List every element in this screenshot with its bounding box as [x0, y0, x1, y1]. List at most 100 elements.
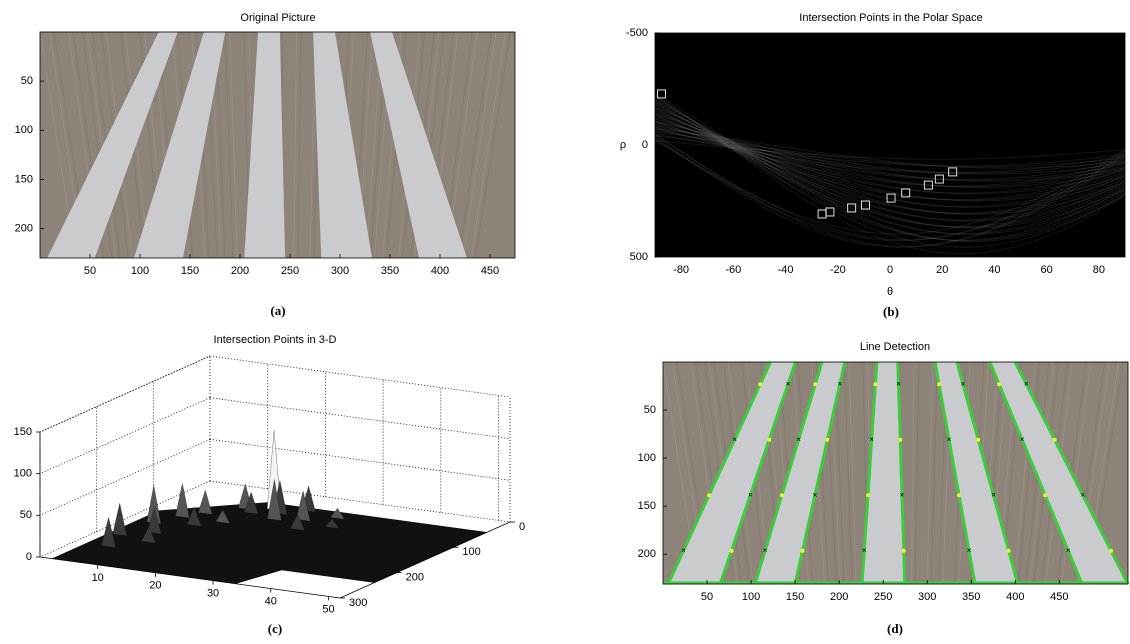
figure: Original Picture(a)501001502002503003504…	[0, 0, 1130, 644]
surface-spike	[198, 490, 212, 514]
x-axis-label: θ	[887, 286, 893, 298]
panel-caption: (d)	[887, 621, 903, 636]
end-point	[767, 438, 771, 442]
y-tick-label: 100	[15, 124, 33, 136]
x-tick-label: 150	[786, 591, 804, 603]
end-point	[902, 549, 906, 553]
x-tick-label: 450	[481, 265, 499, 277]
y-tick-label: 0	[519, 521, 525, 533]
end-point	[729, 549, 733, 553]
y-tick-label: 0	[642, 139, 648, 151]
x-tick-label: 60	[1041, 264, 1053, 276]
end-point	[937, 382, 941, 386]
end-point	[1043, 493, 1047, 497]
y-tick-label: 100	[638, 452, 656, 464]
x-tick-label: 150	[181, 265, 199, 277]
x-tick-label: 20	[936, 264, 948, 276]
y-tick-label: 200	[15, 222, 33, 234]
end-point	[957, 493, 961, 497]
x-tick-label: 200	[830, 591, 848, 603]
y-axis-label: ρ	[620, 139, 626, 151]
y-tick-label: 100	[462, 546, 480, 558]
end-point: ×	[862, 546, 867, 555]
z-tick-label: 0	[26, 551, 32, 563]
panel-title: Line Detection	[860, 341, 930, 353]
y-tick-label: 300	[349, 597, 367, 609]
end-point: ×	[763, 546, 768, 555]
end-point	[780, 493, 784, 497]
end-point	[1109, 549, 1113, 553]
end-point: ×	[813, 490, 818, 499]
end-point: ×	[967, 546, 972, 555]
x-tick-label: 450	[1050, 591, 1068, 603]
x-tick-label: 350	[381, 265, 399, 277]
end-point: ×	[1024, 379, 1029, 388]
end-point	[801, 549, 805, 553]
end-point: ×	[786, 379, 791, 388]
x-tick-label: 0	[887, 264, 893, 276]
y-tick-label: 50	[21, 75, 33, 87]
grid-line	[210, 439, 510, 480]
grid-line	[210, 356, 510, 397]
x-tick-label: 400	[1006, 591, 1024, 603]
y-tick-label: 150	[15, 173, 33, 185]
x-tick-label: 300	[331, 265, 349, 277]
z-tick-label: 100	[14, 468, 32, 480]
x-tick-label: 200	[231, 265, 249, 277]
panel-title: Intersection Points in the Polar Space	[799, 12, 982, 24]
end-point	[758, 382, 762, 386]
z-tick-label: 150	[14, 426, 32, 438]
panel-title: Intersection Points in 3-D	[214, 334, 337, 346]
panel-caption: (a)	[270, 303, 285, 318]
end-point: ×	[896, 379, 901, 388]
end-point	[813, 382, 817, 386]
y-tick-label: 500	[630, 251, 648, 263]
end-point	[976, 438, 980, 442]
end-point	[1053, 438, 1057, 442]
x-tick-label: 10	[92, 572, 104, 584]
panel-title: Original Picture	[240, 12, 315, 24]
x-tick-label: 40	[988, 264, 1000, 276]
x-tick-label: 250	[874, 591, 892, 603]
x-tick-label: 250	[281, 265, 299, 277]
x-tick-label: 80	[1093, 264, 1105, 276]
end-point	[898, 438, 902, 442]
end-point	[866, 493, 870, 497]
x-tick-label: -40	[778, 264, 794, 276]
end-point	[825, 438, 829, 442]
end-point: ×	[838, 379, 843, 388]
end-point	[873, 382, 877, 386]
y-tick-label: 200	[638, 548, 656, 560]
end-point: ×	[961, 379, 966, 388]
end-point: ×	[1020, 435, 1025, 444]
grid-line	[40, 398, 210, 474]
x-tick-label: 300	[918, 591, 936, 603]
x-tick-label: 50	[322, 603, 334, 615]
end-point: ×	[681, 546, 686, 555]
x-tick-label: -20	[830, 264, 846, 276]
y-tick-label: -500	[626, 27, 648, 39]
end-point: ×	[1080, 490, 1085, 499]
end-point: ×	[991, 490, 996, 499]
end-point: ×	[869, 435, 874, 444]
end-point: ×	[732, 435, 737, 444]
x-tick-label: 100	[742, 591, 760, 603]
page: Original Picture(a)501001502002503003504…	[0, 0, 1130, 644]
y-tick-label: 50	[644, 404, 656, 416]
y-tick-label: 150	[638, 500, 656, 512]
x-tick-label: 350	[962, 591, 980, 603]
x-tick-label: 100	[131, 265, 149, 277]
x-tick-label: 50	[84, 265, 96, 277]
panel-caption: (c)	[268, 621, 282, 636]
end-point: ×	[1066, 546, 1071, 555]
x-tick-label: 50	[701, 591, 713, 603]
x-tick-label: -80	[673, 264, 689, 276]
end-point: ×	[947, 435, 952, 444]
x-tick-label: -60	[725, 264, 741, 276]
x-tick-label: 40	[265, 595, 277, 607]
y-tick-label: 200	[406, 572, 424, 584]
x-tick-label: 30	[207, 588, 219, 600]
z-tick-label: 50	[20, 509, 32, 521]
end-point	[1007, 549, 1011, 553]
x-tick-label: 20	[149, 580, 161, 592]
